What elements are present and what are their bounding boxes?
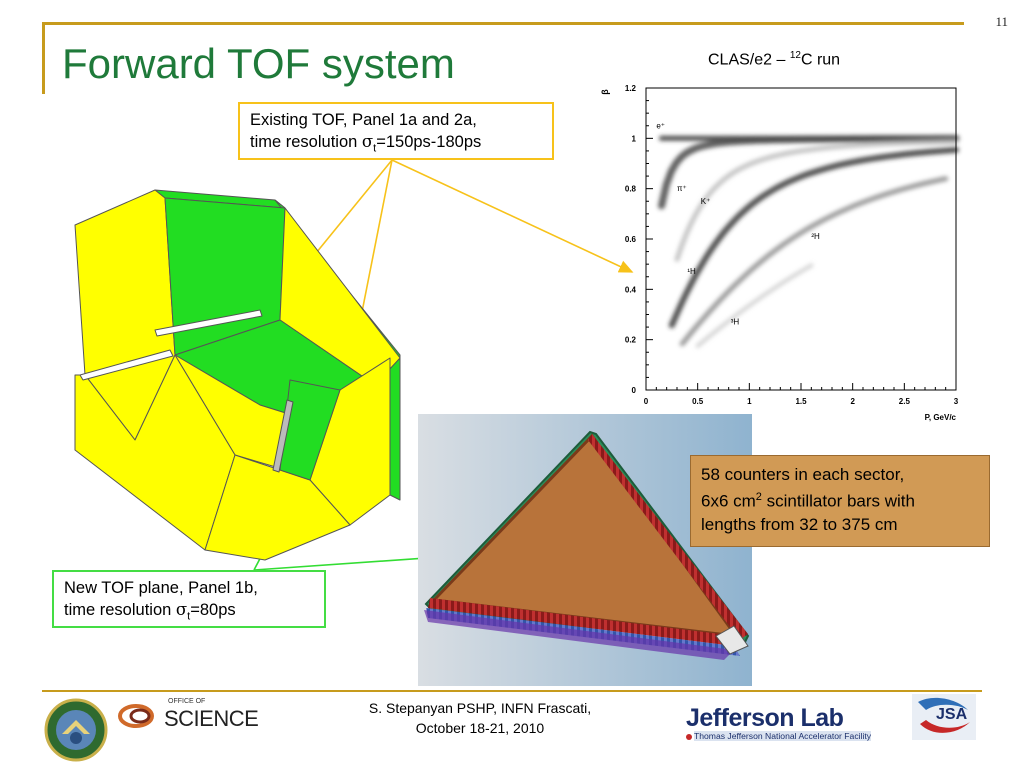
chart-bands bbox=[658, 135, 960, 348]
jsa-logo: JSA bbox=[912, 694, 976, 740]
existing-res-value: =150ps-180ps bbox=[376, 133, 482, 151]
counters-line3: lengths from 32 to 375 cm bbox=[701, 514, 898, 534]
jlab-logo-subtitle: Thomas Jefferson National Accelerator Fa… bbox=[694, 731, 872, 741]
counters-line2: 6x6 cm2 scintillator bars with bbox=[701, 486, 979, 513]
slide-number: 11 bbox=[995, 14, 1008, 29]
footer-line1: S. Stepanyan PSHP, INFN Frascati, bbox=[368, 700, 592, 716]
counters-line1: 58 counters in each sector, bbox=[701, 465, 905, 484]
jlab-logo-text: Jefferson Lab bbox=[686, 704, 844, 732]
new-line1: New TOF plane, Panel 1b, bbox=[64, 579, 258, 597]
particle-label: ¹H bbox=[687, 267, 696, 276]
slide-title: Forward TOF system bbox=[62, 40, 455, 87]
y-tick-label: 0.8 bbox=[625, 185, 637, 194]
chart-annotations: e⁺ π⁺ K⁺ ²H ¹H ³H bbox=[656, 121, 820, 326]
particle-label: e⁺ bbox=[656, 121, 665, 130]
arrow-to-chart bbox=[391, 159, 634, 273]
chart-axes: 0 0.5 1 1.5 2 2.5 3 0 0.2 0.4 0.6 0.8 1 1.2 P, GeV/c β bbox=[600, 84, 959, 422]
doe-seal-logo bbox=[44, 698, 108, 762]
title-rule-vertical bbox=[42, 22, 45, 94]
tof-detector-illustration bbox=[74, 189, 401, 561]
jlab-dot-icon bbox=[686, 734, 692, 740]
particle-label: K⁺ bbox=[701, 197, 711, 206]
y-tick-label: 0 bbox=[632, 386, 637, 395]
counters-size: 6x6 cm bbox=[701, 491, 756, 511]
new-tof-panel-rendering bbox=[418, 414, 752, 686]
footer-rule bbox=[42, 690, 982, 692]
science-logo-text: SCIENCE bbox=[164, 706, 259, 731]
science-logo-small: OFFICE OF bbox=[168, 698, 206, 705]
band-K+ bbox=[674, 139, 959, 262]
x-tick-label: 1 bbox=[747, 397, 752, 406]
counters-size-sup: 2 bbox=[755, 491, 762, 503]
new-tof-callout: New TOF plane, Panel 1b, time resolution… bbox=[52, 570, 326, 628]
sigma-subscript: t bbox=[187, 610, 191, 623]
chart-title-suffix: C run bbox=[800, 51, 841, 69]
particle-label: ²H bbox=[811, 232, 820, 241]
band-π+ bbox=[658, 135, 960, 210]
new-res-label: time resolution bbox=[64, 601, 176, 619]
counters-bars: scintillator bars with bbox=[761, 491, 915, 511]
counters-info-box: 58 counters in each sector, 6x6 cm2 scin… bbox=[690, 455, 990, 547]
new-line2: time resolution σt=80ps bbox=[64, 599, 314, 627]
sigma-subscript: t bbox=[373, 142, 377, 155]
band-2H bbox=[679, 176, 949, 347]
office-of-science-logo: OFFICE OF SCIENCE bbox=[118, 698, 268, 731]
y-tick-label: 0.2 bbox=[625, 336, 637, 345]
x-tick-label: 2 bbox=[850, 397, 855, 406]
footer-citation: S. Stepanyan PSHP, INFN Frascati, Octobe… bbox=[330, 698, 630, 738]
jsa-logo-text: JSA bbox=[936, 706, 968, 723]
sigma-symbol: σ bbox=[175, 600, 188, 619]
plot-frame bbox=[645, 87, 957, 391]
chart-title-sup: 12 bbox=[789, 50, 801, 61]
y-tick-label: 0.6 bbox=[625, 235, 637, 244]
chart-title-prefix: CLAS/e2 – bbox=[708, 51, 790, 69]
sigma-symbol: σ bbox=[361, 132, 374, 151]
y-axis-label: β bbox=[600, 89, 610, 95]
x-tick-label: 0 bbox=[644, 397, 649, 406]
particle-label: π⁺ bbox=[677, 184, 687, 193]
existing-line1: Existing TOF, Panel 1a and 2a, bbox=[250, 111, 477, 129]
new-res-value: =80ps bbox=[190, 601, 236, 619]
band-1H bbox=[668, 146, 959, 329]
jefferson-lab-logo: Jefferson Lab Thomas Jefferson National … bbox=[684, 704, 910, 742]
x-tick-label: 3 bbox=[954, 397, 959, 406]
particle-label: ³H bbox=[731, 318, 740, 327]
x-axis-label: P, GeV/c bbox=[925, 413, 957, 422]
chart-title: CLAS/e2 – 12C run bbox=[708, 50, 840, 69]
x-tick-label: 0.5 bbox=[692, 397, 704, 406]
y-tick-label: 1.2 bbox=[625, 84, 637, 93]
footer-line2: October 18-21, 2010 bbox=[415, 720, 545, 736]
existing-res-label: time resolution bbox=[250, 133, 362, 151]
x-tick-label: 2.5 bbox=[899, 397, 911, 406]
y-tick-label: 1 bbox=[632, 134, 637, 143]
existing-tof-callout: Existing TOF, Panel 1a and 2a, time reso… bbox=[238, 102, 554, 160]
x-tick-label: 1.5 bbox=[795, 397, 807, 406]
beta-vs-momentum-chart: 0 0.5 1 1.5 2 2.5 300.20.40.60.811.2P, GeV/cβ … bbox=[600, 84, 960, 422]
existing-line2: time resolution σt=150ps-180ps bbox=[250, 131, 542, 159]
band-3H bbox=[695, 263, 814, 348]
title-rule-horizontal bbox=[42, 22, 964, 25]
y-tick-label: 0.4 bbox=[625, 285, 637, 294]
